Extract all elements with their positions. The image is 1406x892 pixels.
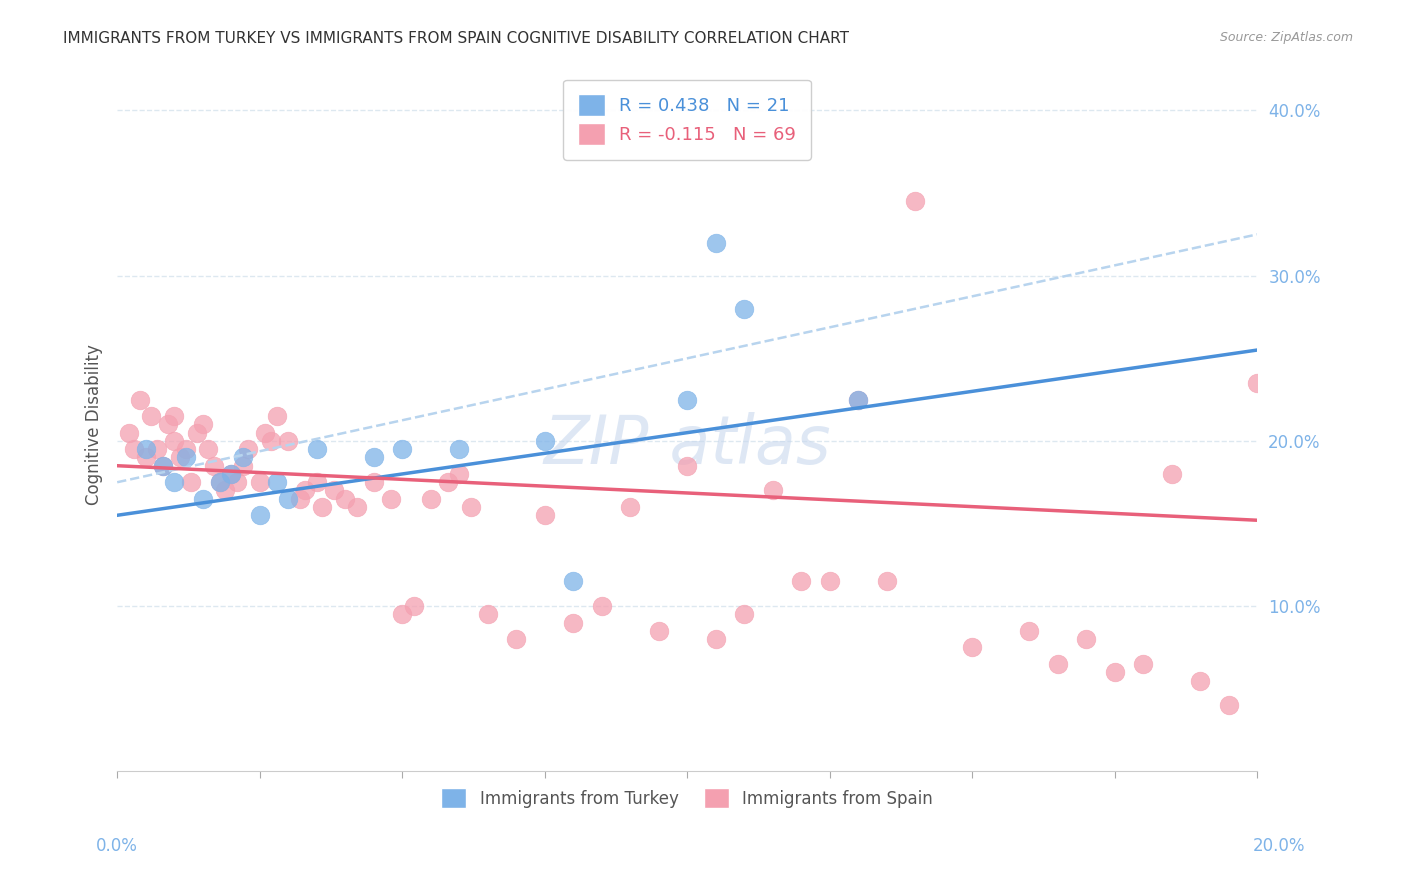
Point xyxy=(477,607,499,622)
Point xyxy=(363,450,385,465)
Point xyxy=(733,607,755,622)
Point xyxy=(333,491,356,506)
Point xyxy=(129,392,152,407)
Point xyxy=(249,475,271,490)
Point xyxy=(704,235,727,250)
Point xyxy=(790,574,813,589)
Point xyxy=(288,491,311,506)
Point xyxy=(232,458,254,473)
Text: 20.0%: 20.0% xyxy=(1253,837,1305,855)
Point xyxy=(1074,632,1097,647)
Point xyxy=(591,599,613,614)
Point xyxy=(391,607,413,622)
Point xyxy=(363,475,385,490)
Point xyxy=(311,500,333,514)
Point xyxy=(402,599,425,614)
Point xyxy=(152,458,174,473)
Legend: Immigrants from Turkey, Immigrants from Spain: Immigrants from Turkey, Immigrants from … xyxy=(434,781,939,815)
Point xyxy=(876,574,898,589)
Point xyxy=(219,467,242,481)
Point xyxy=(305,442,328,457)
Point xyxy=(152,458,174,473)
Point xyxy=(305,475,328,490)
Point xyxy=(1160,467,1182,481)
Point xyxy=(505,632,527,647)
Point xyxy=(146,442,169,457)
Point xyxy=(174,442,197,457)
Point xyxy=(1246,376,1268,390)
Point xyxy=(180,475,202,490)
Point xyxy=(277,434,299,448)
Point xyxy=(238,442,260,457)
Point xyxy=(676,458,699,473)
Point xyxy=(208,475,231,490)
Point xyxy=(1132,657,1154,671)
Point xyxy=(254,425,277,440)
Point xyxy=(249,508,271,523)
Point xyxy=(208,475,231,490)
Point xyxy=(762,483,785,498)
Point xyxy=(294,483,316,498)
Text: ZIP atlas: ZIP atlas xyxy=(543,412,831,478)
Point xyxy=(157,417,180,432)
Point xyxy=(163,434,186,448)
Text: 0.0%: 0.0% xyxy=(96,837,138,855)
Point xyxy=(436,475,458,490)
Point xyxy=(1218,698,1240,713)
Point xyxy=(117,425,139,440)
Point xyxy=(260,434,283,448)
Point xyxy=(1104,665,1126,680)
Point xyxy=(135,450,157,465)
Point xyxy=(225,475,247,490)
Point xyxy=(219,467,242,481)
Point xyxy=(419,491,441,506)
Point xyxy=(960,640,983,655)
Point xyxy=(202,458,225,473)
Point xyxy=(346,500,368,514)
Point xyxy=(818,574,841,589)
Point xyxy=(322,483,344,498)
Point xyxy=(135,442,157,457)
Point xyxy=(214,483,236,498)
Point xyxy=(449,442,471,457)
Point xyxy=(163,409,186,424)
Point xyxy=(1046,657,1069,671)
Point xyxy=(197,442,219,457)
Y-axis label: Cognitive Disability: Cognitive Disability xyxy=(86,344,103,505)
Point xyxy=(619,500,641,514)
Point xyxy=(1189,673,1212,688)
Point xyxy=(191,491,214,506)
Point xyxy=(191,417,214,432)
Point xyxy=(169,450,191,465)
Point xyxy=(533,508,555,523)
Text: IMMIGRANTS FROM TURKEY VS IMMIGRANTS FROM SPAIN COGNITIVE DISABILITY CORRELATION: IMMIGRANTS FROM TURKEY VS IMMIGRANTS FRO… xyxy=(63,31,849,46)
Point xyxy=(232,450,254,465)
Point xyxy=(904,194,927,209)
Point xyxy=(1018,624,1040,638)
Point xyxy=(141,409,163,424)
Point xyxy=(460,500,482,514)
Point xyxy=(163,475,186,490)
Point xyxy=(266,475,288,490)
Point xyxy=(562,615,585,630)
Point xyxy=(733,301,755,316)
Point xyxy=(846,392,869,407)
Point xyxy=(380,491,402,506)
Point xyxy=(449,467,471,481)
Point xyxy=(186,425,208,440)
Text: Source: ZipAtlas.com: Source: ZipAtlas.com xyxy=(1219,31,1353,45)
Point xyxy=(174,450,197,465)
Point xyxy=(391,442,413,457)
Point xyxy=(124,442,146,457)
Point xyxy=(704,632,727,647)
Point xyxy=(647,624,669,638)
Point xyxy=(266,409,288,424)
Point xyxy=(533,434,555,448)
Point xyxy=(846,392,869,407)
Point xyxy=(562,574,585,589)
Point xyxy=(676,392,699,407)
Point xyxy=(277,491,299,506)
